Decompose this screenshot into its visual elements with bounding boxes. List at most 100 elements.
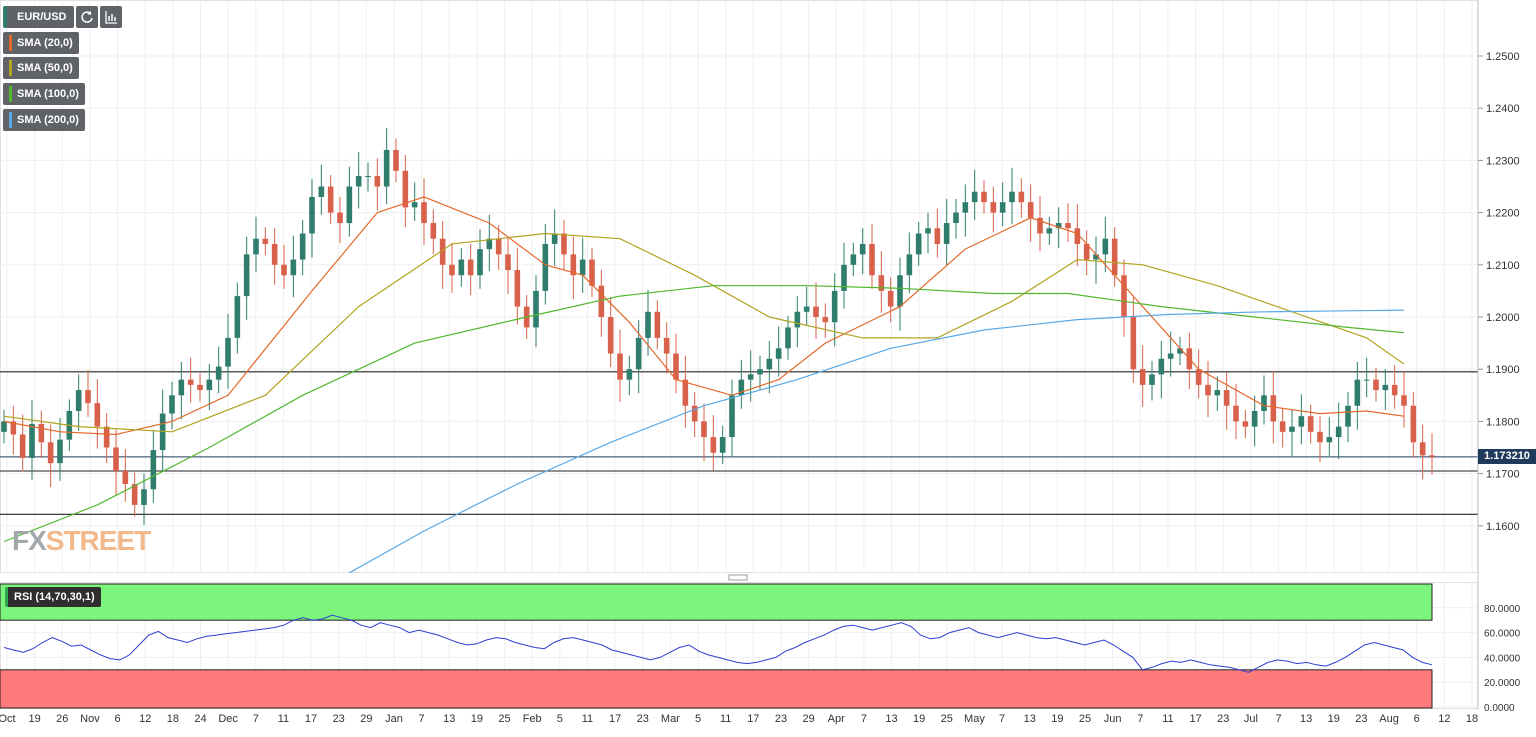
candle-body	[551, 233, 558, 244]
x-tick-label: 17	[305, 713, 317, 725]
sma-50-swatch	[9, 60, 12, 76]
x-tick-label: 13	[885, 713, 897, 725]
rsi-y-tick-label: 80.0000	[1484, 604, 1521, 615]
candle-body	[579, 259, 586, 276]
symbol-button[interactable]: EUR/USD	[3, 6, 74, 28]
candle-body	[374, 176, 381, 187]
horizontal-levels	[0, 371, 1478, 515]
candle-body	[495, 238, 502, 255]
candle-body	[477, 249, 483, 276]
candle-body	[234, 296, 241, 338]
x-tick-label: 5	[557, 713, 563, 725]
x-tick-label: 25	[498, 713, 510, 725]
candle-body	[859, 243, 866, 255]
rsi-line	[3, 614, 1433, 673]
candle-body	[943, 223, 950, 244]
rsi-legend[interactable]: RSI (14,70,30,1)	[5, 587, 101, 607]
candle-body	[178, 379, 185, 396]
candle-body	[906, 254, 913, 276]
candle-body	[813, 306, 819, 317]
x-tick-label: 19	[471, 713, 483, 725]
legend-sma-100[interactable]: SMA (100,0)	[3, 83, 85, 105]
sma-200-swatch	[9, 112, 12, 128]
candle-body	[533, 290, 539, 328]
x-tick-label: Aug	[1379, 713, 1399, 725]
candle-body	[1373, 379, 1379, 391]
candle-body	[253, 238, 259, 255]
rsi-series	[3, 614, 1433, 673]
candle-body	[869, 243, 875, 276]
x-tick-label: 13	[443, 713, 455, 725]
candle-body	[1270, 395, 1277, 422]
x-tick-label: 7	[253, 713, 259, 725]
x-tick-label: 24	[194, 713, 206, 725]
candle-body	[1195, 369, 1202, 385]
candle-body	[1149, 374, 1155, 385]
candle-body	[94, 403, 101, 427]
candle-body	[607, 317, 614, 354]
x-tick-label: 19	[29, 713, 41, 725]
candle-body	[682, 379, 689, 406]
legend-sma-20[interactable]: SMA (20,0)	[3, 32, 79, 54]
candle-body	[383, 149, 390, 187]
refresh-button[interactable]	[75, 6, 98, 28]
candle-body	[747, 374, 754, 380]
candle-body	[1429, 455, 1435, 457]
x-tick-label: 25	[1079, 713, 1091, 725]
candle-body	[309, 196, 315, 234]
chart-settings-button[interactable]	[99, 6, 122, 28]
y-tick-label: 1.1900	[1486, 364, 1520, 376]
x-tick-label: 11	[278, 713, 289, 725]
candle-body	[841, 264, 847, 291]
candle-body	[38, 424, 45, 443]
candle-body	[1065, 223, 1071, 229]
candle-body	[1326, 437, 1333, 443]
candle-body	[934, 228, 941, 244]
candle-body	[1027, 202, 1034, 218]
x-tick-label: 11	[582, 713, 593, 725]
candle-body	[701, 421, 707, 438]
legend-label: SMA (50,0)	[17, 62, 73, 74]
x-tick-label: Mar	[661, 713, 680, 725]
candle-body	[327, 186, 334, 213]
candlestick-series	[1, 128, 1435, 525]
x-tick-label: Jun	[1104, 713, 1122, 725]
candle-body	[1102, 238, 1109, 255]
rsi-y-tick-label: 20.0000	[1484, 678, 1521, 689]
candle-body	[663, 337, 670, 354]
candle-body	[85, 390, 91, 404]
x-tick-label: 7	[999, 713, 1005, 725]
legend-label: SMA (20,0)	[17, 37, 73, 49]
sma-line	[3, 196, 1405, 436]
candle-body	[971, 191, 978, 203]
candle-body	[794, 311, 801, 328]
candle-body	[365, 176, 371, 178]
legend-sma-200[interactable]: SMA (200,0)	[3, 109, 85, 131]
grid	[0, 0, 1478, 709]
x-tick-label: 7	[861, 713, 867, 725]
candle-body	[187, 379, 194, 385]
rsi-y-tick-label: 60.0000	[1484, 629, 1521, 640]
y-tick-label: 1.1700	[1486, 469, 1520, 481]
candle-body	[47, 442, 54, 464]
current-price-tag: 1.173210	[1478, 448, 1536, 464]
candle-body	[1335, 426, 1342, 438]
candle-body	[1223, 390, 1230, 406]
candle-body	[1158, 358, 1165, 375]
legend-sma-50[interactable]: SMA (50,0)	[3, 57, 79, 79]
candle-body	[1261, 395, 1267, 411]
y-tick-label: 1.2500	[1486, 51, 1520, 63]
candle-body	[1317, 431, 1323, 443]
candle-body	[1363, 379, 1370, 381]
candle-body	[719, 437, 726, 453]
sma-series	[3, 196, 1405, 574]
candle-body	[206, 379, 213, 391]
candle-body	[803, 306, 810, 312]
candle-body	[542, 243, 549, 291]
candle-body	[243, 254, 250, 297]
candle-body	[1018, 191, 1025, 203]
x-tick-label: 17	[609, 713, 621, 725]
candle-body	[122, 470, 129, 485]
candle-body	[1410, 405, 1417, 443]
